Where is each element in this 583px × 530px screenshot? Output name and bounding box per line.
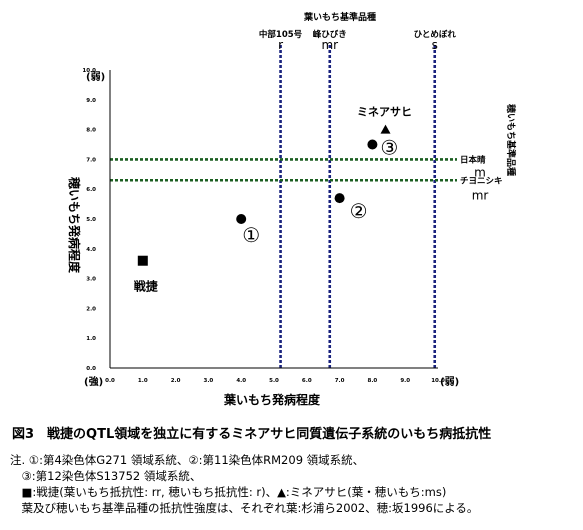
leaf-standard-title: 葉いもち基準品種 — [303, 11, 376, 23]
leaf-standard-grade: mr — [321, 38, 338, 52]
point-circle — [236, 214, 247, 224]
y-tick-label: 8.0 — [86, 128, 96, 134]
x-axis-label: 葉いもち発病程度 — [223, 392, 321, 407]
point-circle — [367, 139, 378, 150]
y-weak-label: (弱) — [86, 71, 105, 83]
y-tick-label: 0.0 — [86, 366, 96, 372]
panicle-standard-grade: mr — [472, 188, 489, 202]
y-tick-label: 1.0 — [86, 336, 96, 342]
x-tick-label: 9.0 — [400, 378, 410, 384]
point-label: 戦捷 — [134, 279, 159, 294]
leaf-standard-name: 峰ひびき — [313, 29, 347, 40]
leaf-standard-name: 中部105号 — [259, 29, 303, 40]
x-tick-label: 2.0 — [171, 378, 181, 384]
notes: 注. ①:第4染色体G271 領域系統、②:第11染色体RM209 領域系統、 … — [10, 452, 578, 516]
data-points: 戦捷 ① ② ③ ミネアサヒ — [134, 106, 412, 294]
panicle-standard-grade: m — [474, 165, 486, 179]
point-label: ① — [242, 223, 260, 247]
x-tick-label: 5.0 — [269, 378, 279, 384]
point-label: ミネアサヒ — [357, 106, 412, 119]
point-triangle — [380, 124, 391, 134]
x-tick-label: 1.0 — [138, 378, 148, 384]
x-tick-label: 7.0 — [335, 378, 345, 384]
y-tick-label: 6.0 — [86, 187, 96, 193]
y-tick-label: 5.0 — [86, 217, 96, 223]
y-tick-label: 3.0 — [86, 277, 96, 283]
x-tick-label: 4.0 — [236, 378, 246, 384]
note-line: 注. ①:第4染色体G271 領域系統、②:第11染色体RM209 領域系統、 — [10, 453, 365, 467]
point-label: ② — [350, 199, 368, 223]
point-square — [137, 255, 148, 266]
y-tick-label: 2.0 — [86, 306, 96, 312]
point-circle — [334, 193, 345, 204]
x-tick-label: 0.0 — [105, 378, 115, 384]
note-line: ■:戦捷(葉いもち抵抗性: rr, 穂いもち抵抗性: r)、▲:ミネアサヒ(葉・… — [10, 485, 447, 499]
leaf-standard-name: ひとめぼれ — [414, 29, 457, 40]
y-tick-label: 9.0 — [86, 98, 96, 104]
point-label: ③ — [380, 136, 398, 160]
scatter-chart: 葉いもち基準品種 中部105号r峰ひびきmrひとめぼれs日本晴mチヨニシキmr穂… — [12, 11, 517, 442]
y-axis-label: 穂いもち発病程度 — [67, 177, 82, 274]
y-tick-label: 10.0 — [82, 68, 96, 74]
panicle-standard-name: 日本晴 — [460, 154, 486, 165]
x-tick-label: 3.0 — [204, 378, 214, 384]
note-line: 葉及び穂いもち基準品種の抵抗性強度は、それぞれ葉:杉浦ら2002、穂:坂1996… — [10, 501, 479, 515]
x-strong-label: (強) — [84, 375, 103, 388]
panicle-standard-name: チヨニシキ — [460, 176, 503, 186]
leaf-standard-grade: s — [432, 38, 438, 52]
panicle-standard-title: 穂いもち基準品種 — [505, 104, 517, 176]
x-tick-label: 10.0 — [431, 378, 445, 384]
y-tick-label: 4.0 — [86, 247, 96, 253]
x-tick-label: 6.0 — [302, 378, 312, 384]
axes — [109, 70, 438, 369]
y-tick-label: 7.0 — [86, 157, 96, 163]
tick-labels: 0.0 1.0 2.0 3.0 4.0 5.0 6.0 7.0 8.0 9.0 10.0 0.0 1.0… — [67, 68, 459, 388]
note-line: ③:第12染色体S13752 領域系統、 — [10, 469, 202, 483]
x-tick-label: 8.0 — [368, 378, 378, 384]
leaf-standard-grade: r — [278, 38, 283, 52]
chart-title: 図3 戦捷のQTL領域を独立に有するミネアサヒ同質遺伝子系統のいもち病抵抗性 — [12, 426, 491, 442]
x-weak-label: (弱) — [440, 376, 459, 388]
